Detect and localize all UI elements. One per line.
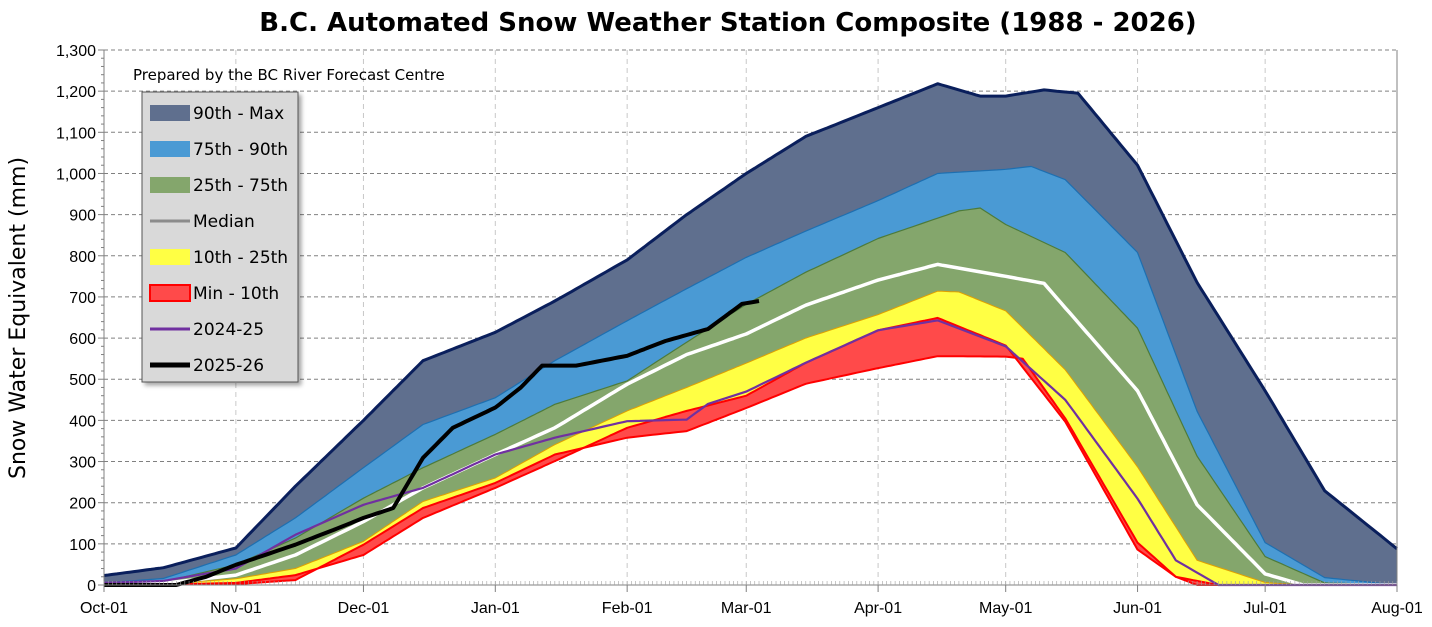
y-tick-label: 900	[69, 208, 96, 225]
x-tick-label: Feb-01	[602, 600, 653, 617]
legend-label: 90th - Max	[193, 104, 284, 124]
y-tick-label: 100	[69, 537, 96, 554]
max-line	[103, 82, 1398, 577]
p90-edge-line	[103, 165, 1398, 586]
legend-label: 2025-26	[193, 356, 264, 376]
y-tick-label: 1,200	[56, 84, 96, 101]
legend-swatch	[150, 249, 190, 265]
x-tick-label: Oct-01	[80, 600, 128, 617]
x-tick-label: May-01	[979, 600, 1032, 617]
y-axis-label: Snow Water Equivalent (mm)	[6, 157, 31, 479]
x-tick-label: Jul-01	[1243, 600, 1287, 617]
band-25th-75th	[104, 208, 1397, 585]
legend-label: Min - 10th	[193, 284, 279, 304]
y-tick-label: 500	[69, 372, 96, 389]
y-tick-label: 600	[69, 331, 96, 348]
y-tick-label: 1,100	[56, 125, 96, 142]
x-tick-label: Mar-01	[721, 600, 772, 617]
legend-swatch	[150, 105, 190, 121]
y-tick-label: 200	[69, 496, 96, 513]
median-line	[103, 262, 1397, 587]
y-tick-label: 1,000	[56, 166, 96, 183]
x-tick-label: Aug-01	[1371, 600, 1423, 617]
legend-label: 10th - 25th	[193, 248, 288, 268]
x-tick-label: Jun-01	[1113, 600, 1162, 617]
legend-swatch	[149, 284, 191, 302]
x-tick-label: Jan-01	[471, 600, 520, 617]
legend-label: 2024-25	[193, 320, 264, 340]
legend-label: 25th - 75th	[193, 176, 288, 196]
legend-swatch	[150, 177, 190, 193]
legend-box	[141, 91, 299, 383]
y-tick-label: 300	[69, 455, 96, 472]
series-2025-26-line	[104, 299, 760, 587]
y-tick-label: 400	[69, 413, 96, 430]
prepared-by-note: Prepared by the BC River Forecast Centre	[133, 66, 445, 84]
y-tick-label: 700	[69, 290, 96, 307]
y-tick-label: 800	[69, 249, 96, 266]
y-tick-label: 0	[87, 578, 96, 595]
chart-title: B.C. Automated Snow Weather Station Comp…	[259, 8, 1196, 38]
series-2024-25-line	[103, 319, 1397, 587]
band-90th-max	[104, 83, 1397, 585]
percentile-bands	[104, 83, 1397, 585]
x-tick-labels: Oct-01 Nov-01 Dec-01 Jan-01 Feb-01 Mar-01 Apr-…	[80, 585, 1423, 617]
legend-label: Median	[193, 212, 255, 232]
legend-swatch	[150, 141, 190, 157]
axes	[98, 49, 1398, 586]
legend: 90th - Max 75th - 90th 25th - 75th Median 10…	[141, 91, 299, 383]
y-tick-labels: 0 100 200 300 400 500 600 700 800 900 1,000 1,100 1,…	[56, 43, 96, 595]
min-line	[104, 355, 1397, 586]
legend-label: 75th - 90th	[193, 140, 288, 160]
x-tick-label: Apr-01	[854, 600, 902, 617]
p25-edge-line	[103, 290, 1397, 586]
x-tick-label: Nov-01	[210, 600, 262, 617]
y-tick-label: 1,300	[56, 43, 96, 60]
series-lines	[103, 82, 1398, 587]
x-tick-label: Dec-01	[338, 600, 390, 617]
